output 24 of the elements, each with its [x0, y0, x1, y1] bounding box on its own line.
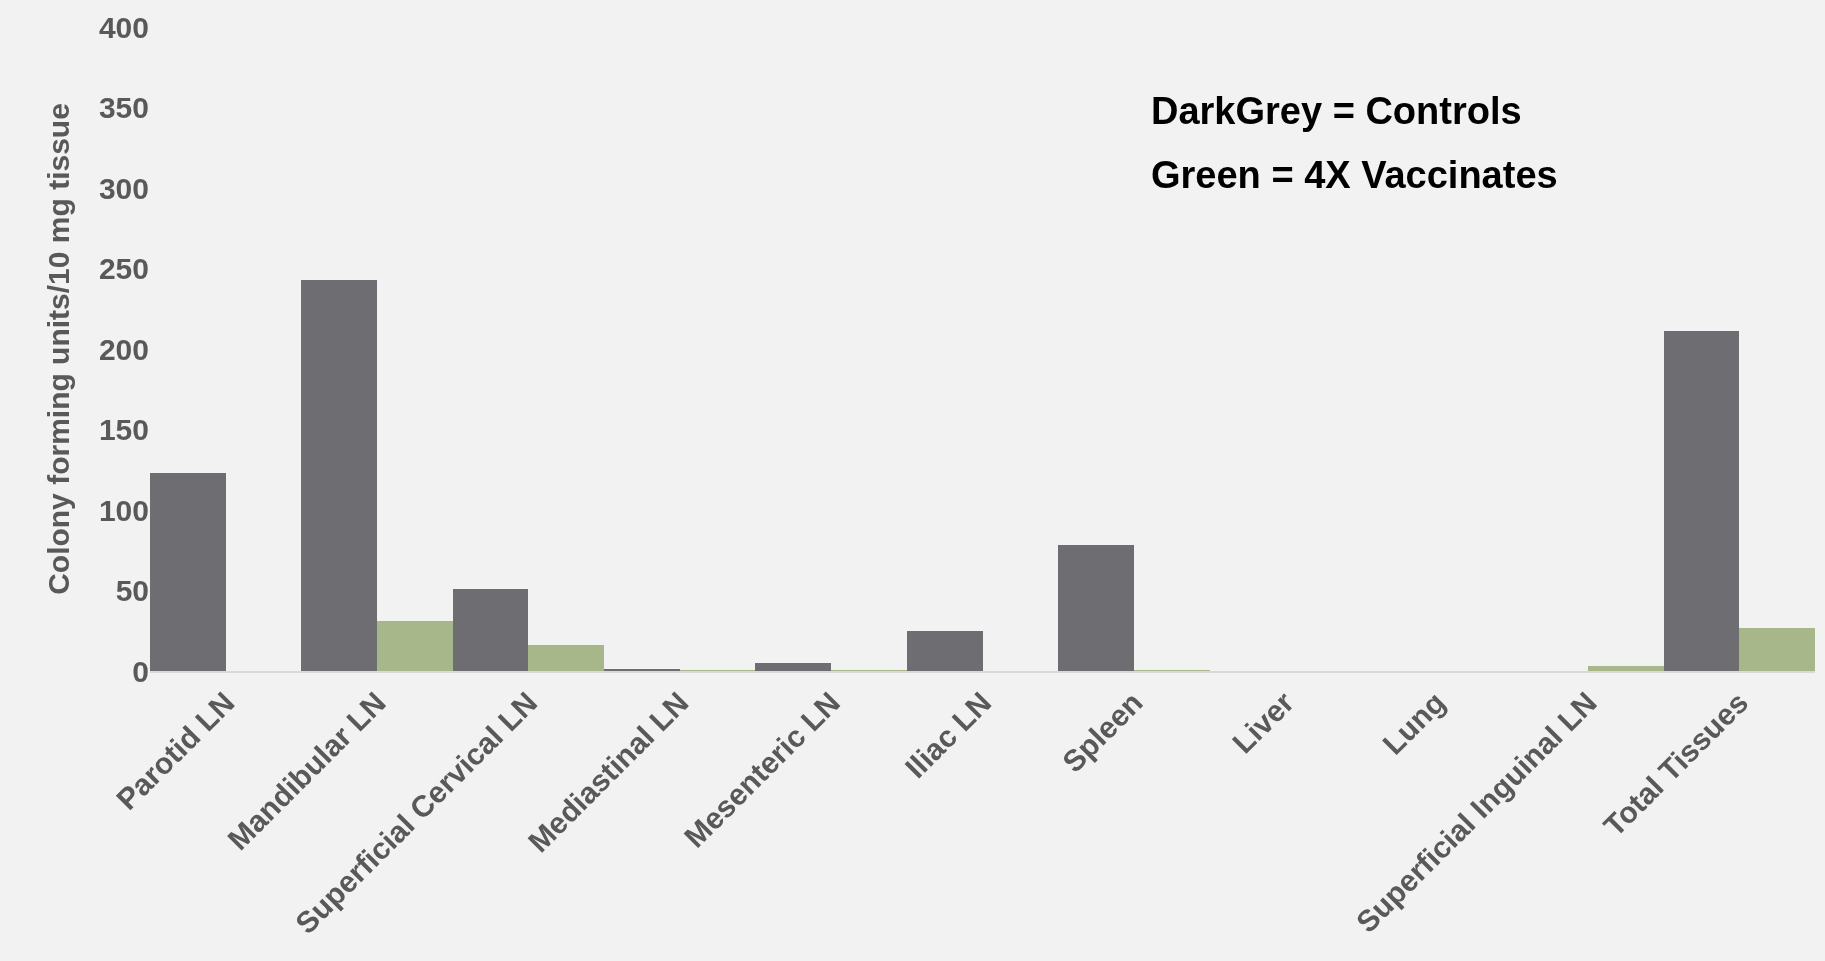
bar	[377, 621, 453, 671]
bar	[150, 473, 226, 671]
x-tick-label: Iliac LN	[898, 685, 998, 785]
y-tick-label: 100	[98, 493, 149, 527]
y-tick-label: 0	[132, 654, 149, 688]
bar	[1588, 666, 1664, 671]
y-tick-label: 400	[98, 10, 149, 44]
bar	[1058, 545, 1134, 671]
y-tick-label: 50	[115, 574, 149, 607]
annotation: DarkGrey = Controls	[1151, 90, 1522, 132]
annotation: Green = 4X Vaccinates	[1151, 154, 1558, 196]
bar	[1664, 331, 1739, 671]
bar	[907, 631, 983, 671]
bar	[528, 645, 604, 671]
y-tick-label: 300	[98, 171, 149, 205]
y-axis-title: Colony forming units/10 mg tissue	[41, 103, 75, 595]
bar	[301, 280, 377, 671]
y-tick-label: 250	[98, 252, 149, 285]
y-tick-label: 350	[98, 91, 149, 124]
bar	[1739, 628, 1815, 671]
bar	[453, 589, 528, 671]
bar	[755, 663, 831, 671]
y-tick-label: 200	[98, 332, 149, 366]
y-tick-label: 150	[98, 413, 149, 446]
